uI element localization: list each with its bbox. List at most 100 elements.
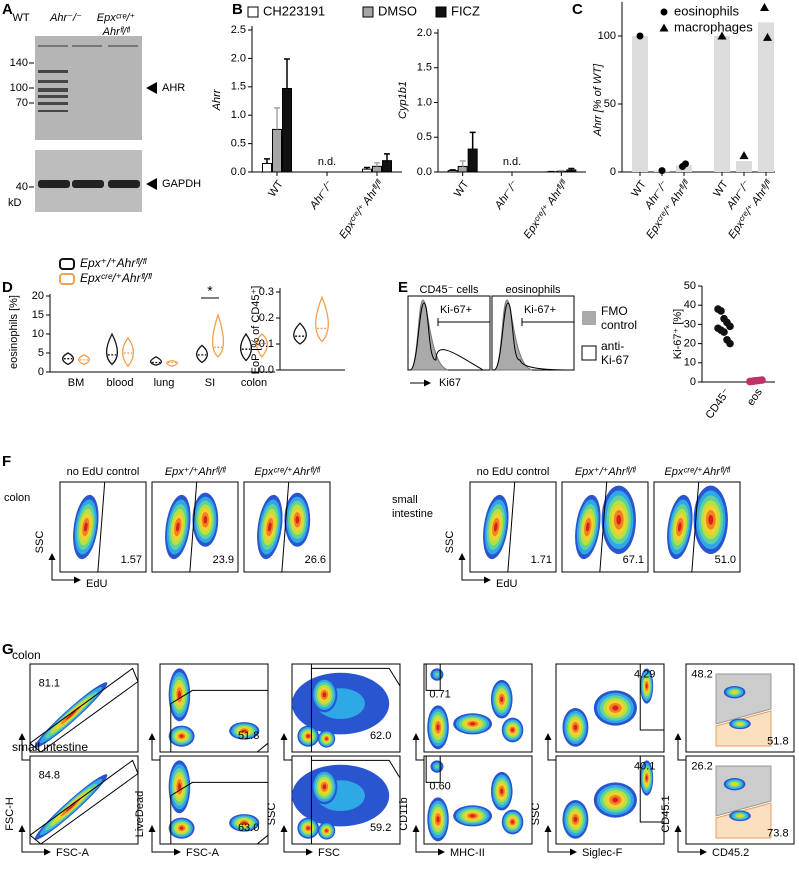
bar xyxy=(272,128,282,173)
y-label: EoP [% of CD45⁺] xyxy=(250,286,262,375)
gate xyxy=(170,689,269,753)
density xyxy=(573,816,578,823)
point xyxy=(758,376,766,384)
gate-value: 0.60 xyxy=(429,781,450,793)
legend-swatch xyxy=(59,258,75,270)
bar xyxy=(447,170,458,173)
legend-swatch xyxy=(59,273,75,285)
density xyxy=(585,522,590,532)
x-tick-label: Epxᶜʳᵉ/⁺ Ahrᶠˡ/ᶠˡ xyxy=(521,178,570,241)
band xyxy=(72,45,102,47)
gate-region xyxy=(715,765,772,817)
gate-value: 40.1 xyxy=(634,760,655,772)
y-tick-label: 5 xyxy=(38,347,44,359)
x-tick-label: lung xyxy=(154,377,175,389)
y-tick-label: 30 xyxy=(684,318,696,330)
density xyxy=(267,522,272,532)
x-label: FSC-A xyxy=(56,847,90,859)
gate xyxy=(425,664,441,691)
gate xyxy=(599,481,608,573)
tissue-label: small xyxy=(392,494,418,506)
y-label: CD11b xyxy=(398,797,410,830)
x-label: EdU xyxy=(496,578,517,590)
unit-label: kD xyxy=(8,197,22,209)
x-label: FSC-A xyxy=(186,847,220,859)
x-tick-label: eos xyxy=(745,386,765,408)
y-tick-label: 0.1 xyxy=(259,338,274,350)
y-tick-label: 40 xyxy=(684,299,696,311)
x-tick-label: WT xyxy=(266,178,286,199)
point xyxy=(739,151,749,160)
gate-label: Ki-67+ xyxy=(440,304,472,316)
x-label: Ki67 xyxy=(439,377,461,389)
gate-value: 63.0 xyxy=(238,822,259,834)
violin xyxy=(315,295,329,343)
bar xyxy=(457,165,468,173)
gate-value: 62.0 xyxy=(370,730,391,742)
band xyxy=(38,180,70,188)
error-bar xyxy=(558,169,565,172)
bar xyxy=(467,148,478,173)
bar xyxy=(758,22,774,173)
gate xyxy=(507,481,516,573)
y-label: Ki-67⁺ [%] xyxy=(672,309,684,359)
point xyxy=(717,31,727,40)
y-label: LiveDead xyxy=(134,791,146,837)
y-tick-label: 2.0 xyxy=(231,52,246,64)
point xyxy=(658,167,666,175)
y-tick-label: 0.2 xyxy=(259,312,274,324)
band xyxy=(38,110,68,112)
arrowhead xyxy=(146,82,157,94)
histogram-frame xyxy=(491,295,575,371)
panel-label: G xyxy=(2,641,14,658)
y-tick-label: 1.0 xyxy=(231,109,246,121)
bar xyxy=(566,169,577,173)
violin xyxy=(293,322,307,345)
y-tick-label: 10 xyxy=(32,328,44,340)
y-tick-label: 0.5 xyxy=(231,138,246,150)
density xyxy=(83,522,88,532)
x-label: CD45.2 xyxy=(712,847,749,859)
y-tick-label: 0.0 xyxy=(259,364,274,376)
legend-label: FMO xyxy=(601,304,628,318)
x-tick-label: CD45⁻ xyxy=(704,386,733,421)
arrowhead xyxy=(146,178,157,190)
ki67-histogram xyxy=(409,302,484,371)
gate-value: 67.1 xyxy=(623,554,644,566)
error-bar xyxy=(274,107,280,130)
density xyxy=(732,782,737,786)
density xyxy=(306,826,310,830)
target-label: AHR xyxy=(162,82,185,94)
gate-value: 1.71 xyxy=(531,554,552,566)
x-label: MHC-II xyxy=(450,847,485,859)
band xyxy=(38,95,68,98)
point xyxy=(752,376,760,385)
band xyxy=(38,88,68,92)
histogram-title: CD45⁻ cells xyxy=(420,284,479,296)
density xyxy=(645,683,648,689)
gate-value: 51.8 xyxy=(238,730,259,742)
x-tick-label: WT xyxy=(629,178,649,199)
point xyxy=(763,32,772,41)
gate xyxy=(189,481,198,573)
density xyxy=(203,515,208,524)
marker-label: 140 xyxy=(10,57,28,69)
x-tick-label: WT xyxy=(452,178,472,199)
gate-value: 23.9 xyxy=(213,554,234,566)
band xyxy=(72,180,104,188)
density xyxy=(737,722,743,725)
density xyxy=(677,522,682,532)
density xyxy=(434,672,440,677)
gate xyxy=(170,781,269,845)
x-label: Siglec-F xyxy=(582,847,623,859)
bar xyxy=(632,36,648,172)
density xyxy=(322,784,327,790)
density xyxy=(511,820,515,824)
density xyxy=(65,710,77,720)
lane-label: Ahr⁻/⁻ xyxy=(49,12,82,24)
density xyxy=(469,814,476,818)
bar xyxy=(362,168,372,173)
marker-label: 70 xyxy=(16,97,28,109)
panel-label: F xyxy=(2,453,11,470)
density xyxy=(179,826,184,830)
